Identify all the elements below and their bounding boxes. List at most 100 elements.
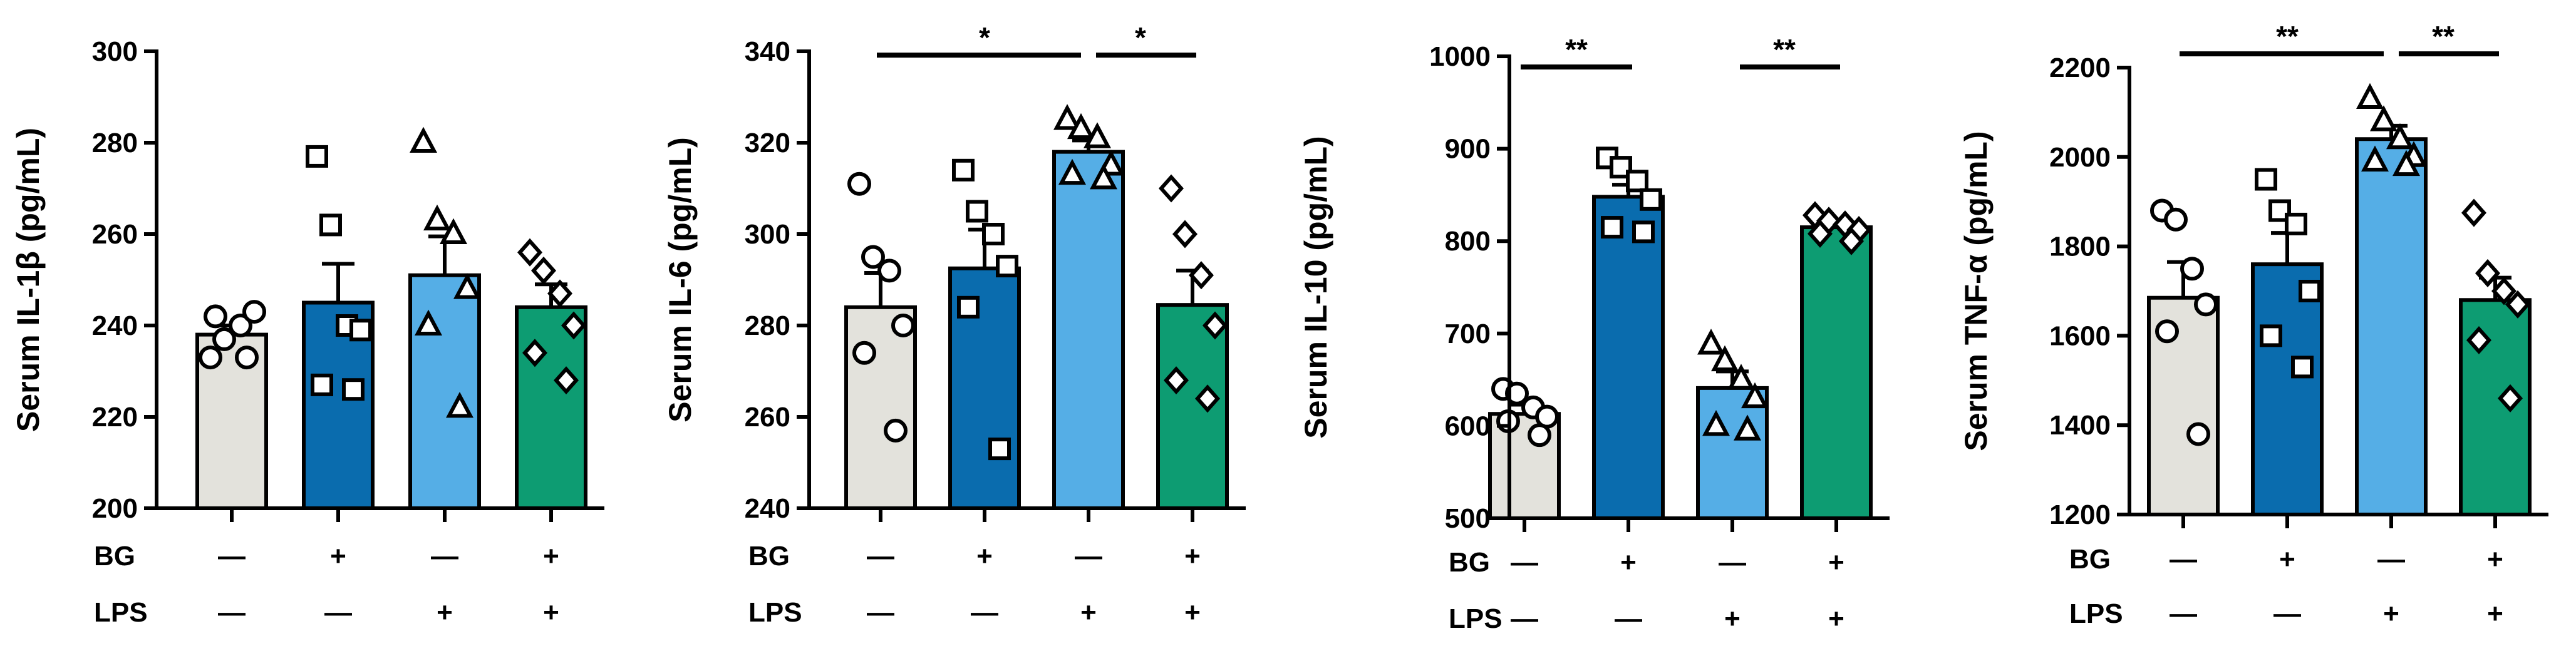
bg-sign: —	[2170, 544, 2197, 575]
bg-sign: —	[1719, 547, 1746, 578]
data-point-circle	[242, 300, 266, 324]
significance-label: **	[1565, 33, 1588, 66]
y-tick-label: 1200	[2049, 500, 2111, 530]
data-point-square	[952, 158, 975, 182]
y-tick-label: 1600	[2049, 320, 2111, 351]
y-tick-label: 260	[745, 402, 790, 433]
data-point-circle	[884, 418, 908, 443]
data-point-diamond	[517, 238, 543, 267]
data-point-circle	[1505, 381, 1529, 406]
bg-sign: —	[1511, 547, 1538, 578]
bg-sign: +	[2279, 544, 2295, 575]
data-point-triangle	[1727, 364, 1755, 390]
lps-sign: —	[324, 597, 352, 628]
y-tick-label: 280	[92, 128, 138, 158]
bg-sign: +	[1184, 541, 1201, 571]
data-point-diamond	[1163, 366, 1189, 395]
data-point-diamond	[1194, 384, 1221, 413]
data-point-diamond	[2475, 259, 2501, 287]
data-point-diamond	[1202, 311, 1228, 340]
data-point-square	[319, 213, 342, 237]
bar	[1800, 225, 1873, 520]
lps-sign: —	[971, 597, 998, 628]
data-point-triangle	[2392, 150, 2420, 177]
data-point-diamond	[530, 256, 557, 285]
data-point-square	[349, 319, 372, 342]
significance-label: *	[1135, 21, 1146, 54]
data-point-triangle	[1084, 122, 1111, 148]
data-point-square	[988, 438, 1011, 461]
data-point-circle	[891, 314, 915, 337]
data-point-diamond	[547, 279, 573, 308]
data-point-circle	[847, 172, 871, 196]
bg-sign: —	[218, 541, 246, 571]
significance-label: **	[2276, 20, 2299, 53]
y-tick-label: 240	[92, 310, 138, 341]
chart-panel-2: Serum IL-6 (pg/mL) 240 260 280 300 320 340 BG LP…	[663, 21, 1246, 628]
data-point-circle	[212, 327, 236, 351]
y-tick-label: 2000	[2049, 142, 2111, 173]
y-tick-label: 300	[92, 36, 138, 67]
lps-sign: +	[543, 597, 559, 628]
data-point-diamond	[2461, 198, 2487, 227]
bg-sign: +	[1828, 547, 1844, 578]
bar	[948, 266, 1021, 510]
data-point-circle	[852, 341, 876, 365]
bar	[1052, 150, 1125, 511]
row-label-lps: LPS	[2069, 598, 2123, 629]
row-label-lps: LPS	[1449, 603, 1503, 634]
bar	[2355, 137, 2428, 517]
lps-sign: +	[1080, 597, 1097, 628]
data-point-circle	[229, 314, 252, 337]
lps-sign: —	[2273, 598, 2301, 629]
bg-sign: —	[867, 541, 894, 571]
bg-sign: —	[1075, 541, 1102, 571]
row-label-bg: BG	[1449, 547, 1490, 578]
data-point-circle	[199, 346, 222, 370]
bar	[408, 273, 481, 510]
chart-panel-3: Serum IL-10 (pg/mL) 500 600 700 800 900 1000 BG…	[1298, 33, 1890, 634]
y-tick-label: 1400	[2049, 410, 2111, 441]
data-point-circle	[204, 304, 227, 329]
data-point-square	[957, 295, 980, 319]
data-point-square	[982, 223, 1005, 245]
data-point-diamond	[2497, 384, 2523, 412]
lps-sign: +	[2383, 598, 2399, 629]
row-label-lps: LPS	[94, 597, 148, 628]
data-point-circle	[2164, 207, 2188, 232]
data-point-triangle	[1067, 113, 1095, 140]
data-point-triangle	[415, 309, 442, 336]
data-point-square	[306, 145, 328, 168]
data-point-triangle	[423, 204, 451, 231]
y-axis-label: Serum IL-10 (pg/mL)	[1298, 136, 1333, 438]
data-point-square	[2291, 356, 2314, 379]
data-point-square	[342, 378, 365, 401]
y-axis-label: Serum IL-6 (pg/mL)	[663, 137, 698, 423]
lps-sign: +	[1828, 603, 1844, 634]
lps-sign: +	[437, 597, 453, 628]
data-point-triangle	[1697, 329, 1725, 355]
data-point-diamond	[1807, 219, 1833, 248]
chart-panel-4: Serum TNF-α (pg/mL) 1200 1400 1600 1800 2000 2…	[1958, 20, 2548, 629]
bg-sign: +	[330, 541, 346, 571]
y-tick-label: 500	[1445, 503, 1491, 534]
lps-sign: +	[1184, 597, 1201, 628]
data-point-diamond	[2491, 277, 2517, 305]
data-point-square	[1610, 156, 1632, 179]
y-tick-label: 280	[745, 310, 790, 341]
lps-sign: —	[867, 597, 894, 628]
data-point-triangle	[1702, 410, 1730, 436]
y-tick-label: 1000	[1429, 41, 1491, 72]
y-tick-label: 1800	[2049, 232, 2111, 262]
lps-sign: —	[2170, 598, 2197, 629]
lps-sign: +	[1724, 603, 1741, 634]
bar	[1592, 195, 1665, 520]
y-tick-label: 200	[92, 493, 138, 524]
data-point-square	[2285, 212, 2307, 235]
data-point-square	[1626, 170, 1648, 193]
data-point-diamond	[561, 311, 587, 340]
row-label-bg: BG	[94, 541, 135, 571]
y-axis-label: Serum TNF-α (pg/mL)	[1958, 131, 1994, 451]
lps-sign: —	[1511, 603, 1538, 634]
bg-sign: —	[431, 541, 458, 571]
